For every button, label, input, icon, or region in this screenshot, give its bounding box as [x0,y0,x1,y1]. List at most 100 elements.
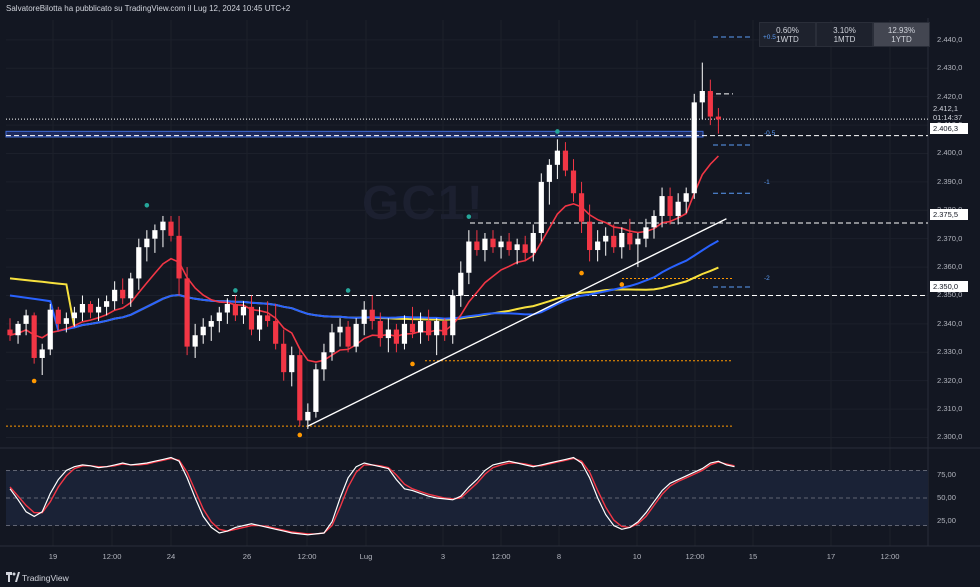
candle-body [578,193,585,222]
trendline-segment [307,218,727,427]
candle-body [168,221,174,236]
price-tick: 2.420,0 [937,91,963,101]
ema-red-line [9,155,719,363]
candle-body [466,241,472,273]
candle-body [651,215,657,228]
level-tag-c: 2.350,0 [930,281,968,292]
candle-body [7,329,13,336]
price-tick: 2.340,0 [937,318,963,328]
time-tick: 12:00 [297,552,317,561]
panel-separator [0,18,980,547]
candle-body [562,150,569,171]
candle-body [289,355,295,373]
candle-body [538,181,544,233]
perf-1mtd[interactable]: 3.10% 1MTD [816,22,873,47]
swing-low-marker [31,378,37,384]
swing-high-marker [144,202,150,208]
fibonacci-levels[interactable] [713,36,750,288]
candle-body [619,233,625,248]
perf-1wtd-value: 0.60% [776,26,799,35]
candle-body [442,321,448,336]
candle-body [506,241,512,251]
trendline[interactable] [307,218,727,427]
time-tick: 19 [48,552,58,561]
price-tick: 2.430,0 [937,63,963,73]
price-tick: 2.300,0 [937,432,963,442]
candle-body [248,306,255,330]
fib-label-minus-one: -1 [764,179,770,186]
candle-body [474,241,480,251]
perf-1mtd-period: 1MTD [833,35,856,44]
candle-body [434,321,440,336]
candle-body [353,323,359,347]
price-tick: 2.440,0 [937,34,963,44]
candle-body [39,349,45,358]
candle-body [184,278,190,347]
candle-body [490,238,496,248]
price-tick: 2.350,0 [937,290,963,300]
candle-body [120,289,126,299]
candle-body [224,304,230,313]
time-tick: 12:00 [880,552,900,561]
candle-body [345,326,351,347]
swing-low-marker [619,282,625,287]
candle-body [482,238,488,251]
candle-body [87,304,94,313]
candle-body [683,193,689,202]
candle-body [47,309,53,350]
candle-body [715,116,721,120]
footer-brand: TradingView [22,573,69,583]
fib-label-minus-half: -0.5 [764,130,776,137]
candle-body [128,278,134,299]
candle-body [208,321,214,327]
candle-body [329,332,335,353]
supply-zone [5,130,704,138]
candle-body [200,326,206,336]
time-tick: Lug [359,552,373,561]
candle-body [31,315,37,358]
candles [7,62,721,429]
bar-countdown: 01:14:37 [933,113,963,122]
time-tick: 26 [242,552,252,561]
level-tag-b: 2.375,5 [930,209,968,220]
fib-label-minus-two: -2 [764,275,770,282]
price-tick: 2.320,0 [937,375,963,385]
oscillator-tick: 25,00 [937,516,957,525]
perf-1ytd[interactable]: 12.93% 1YTD [873,22,930,47]
candle-body [659,196,665,216]
candle-body [426,321,432,336]
candle-body [240,306,247,316]
grid-lines [6,20,928,546]
candle-body [377,321,383,339]
candle-body [305,411,311,421]
price-tick: 2.330,0 [937,347,963,357]
candle-body [63,318,69,324]
candle-body [95,306,102,313]
candle-body [522,244,528,253]
candle-body [176,235,182,279]
candle-body [530,233,536,253]
perf-1wtd[interactable]: 0.60% 1WTD [759,22,816,47]
price-tick: 2.400,0 [937,148,963,158]
stoch-band [6,470,928,526]
candle-body [232,304,238,316]
horizontal-levels[interactable] [5,93,928,427]
candle-body [256,315,263,330]
swing-low-marker [410,361,415,367]
candle-body [611,235,617,248]
candle-body [635,238,641,245]
attribution-bar: SalvatoreBilotta ha pubblicato su Tradin… [0,0,980,18]
swing-high-marker [233,288,238,293]
candle-body [675,201,681,216]
candle-body [321,352,327,370]
candle-body [595,241,601,251]
perf-1ytd-period: 1YTD [891,35,912,44]
attribution-text: SalvatoreBilotta ha pubblicato su Tradin… [6,4,291,13]
time-tick: 3 [440,552,446,561]
time-tick: 12:00 [491,552,511,561]
time-tick: 12:00 [685,552,705,561]
candle-body [216,312,222,322]
perf-1ytd-value: 12.93% [887,26,916,35]
candle-body [273,321,279,344]
